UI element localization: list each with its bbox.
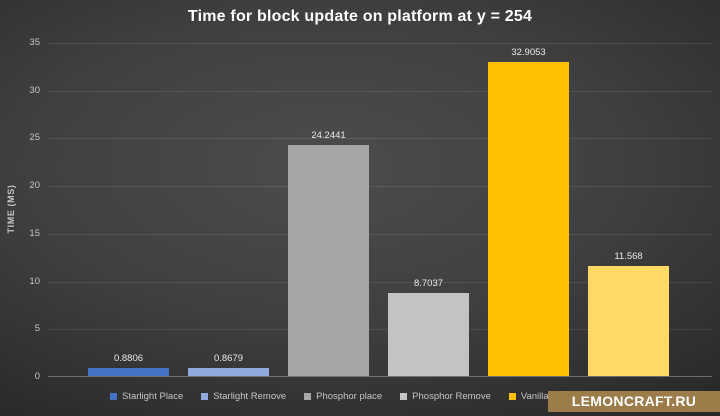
legend-swatch-icon — [400, 393, 408, 400]
legend-label: Vanilla place — [520, 391, 574, 402]
legend-item-starlight-place: Starlight Place — [110, 391, 183, 402]
legend-swatch-icon — [110, 393, 117, 400]
data-label-starlight-place: 0.8806 — [113, 352, 144, 364]
legend: Starlight Place Starlight Remove Phosphor … — [110, 391, 604, 402]
data-label-phosphor-place: 24.2441 — [311, 129, 346, 141]
watermark-banner: LEMONCRAFT.RU — [548, 391, 720, 412]
gridline — [48, 186, 712, 188]
y-tick-label: 35 — [29, 37, 40, 48]
gridline — [48, 281, 712, 283]
legend-label: Starlight Remove — [213, 391, 287, 402]
gridline — [48, 90, 712, 92]
bar-phosphor-place — [288, 144, 369, 376]
y-tick-label: 30 — [29, 84, 40, 96]
bar-starlight-remove — [188, 367, 269, 376]
data-label-vanilla-place: 32.9053 — [511, 47, 546, 58]
bar-vanilla-place — [488, 62, 569, 376]
legend-swatch-icon — [508, 393, 516, 400]
bar-starlight-place — [88, 367, 169, 376]
bar-phosphor-remove — [388, 292, 469, 376]
legend-item-vanilla-place: Vanilla place — [508, 391, 574, 402]
plot-area: 0 5 10 15 20 25 30 35 0.8806 0.8679 24.2441 8.7037 3… — [29, 37, 712, 382]
y-tick-label: 5 — [34, 323, 40, 335]
data-label-series-6: 11.568 — [614, 250, 643, 262]
y-tick-label: 0 — [34, 371, 40, 382]
chart-title: Time for block update on platform at y =… — [187, 8, 533, 25]
x-axis-line — [48, 376, 712, 377]
y-tick-label: 10 — [29, 275, 40, 287]
legend-swatch-icon — [201, 393, 209, 400]
y-tick-label: 15 — [29, 227, 40, 239]
legend-item-phosphor-remove: Phosphor Remove — [400, 391, 491, 402]
legend-label: Phosphor Remove — [412, 391, 491, 402]
y-tick-label: 25 — [29, 132, 40, 144]
gridline — [48, 233, 712, 235]
gridline — [48, 138, 712, 140]
bar-series-6 — [588, 265, 669, 376]
data-label-phosphor-remove: 8.7037 — [413, 277, 444, 289]
data-label-starlight-remove: 0.8679 — [213, 352, 244, 364]
legend-item-starlight-remove: Starlight Remove — [201, 391, 286, 402]
gridline — [48, 329, 712, 331]
y-tick-label: 20 — [29, 180, 40, 192]
legend-label: Starlight Place — [122, 391, 184, 402]
gridline — [48, 43, 712, 44]
legend-swatch-icon — [304, 393, 312, 400]
legend-item-phosphor-place: Phosphor place — [304, 391, 382, 402]
legend-label: Phosphor place — [316, 391, 383, 402]
